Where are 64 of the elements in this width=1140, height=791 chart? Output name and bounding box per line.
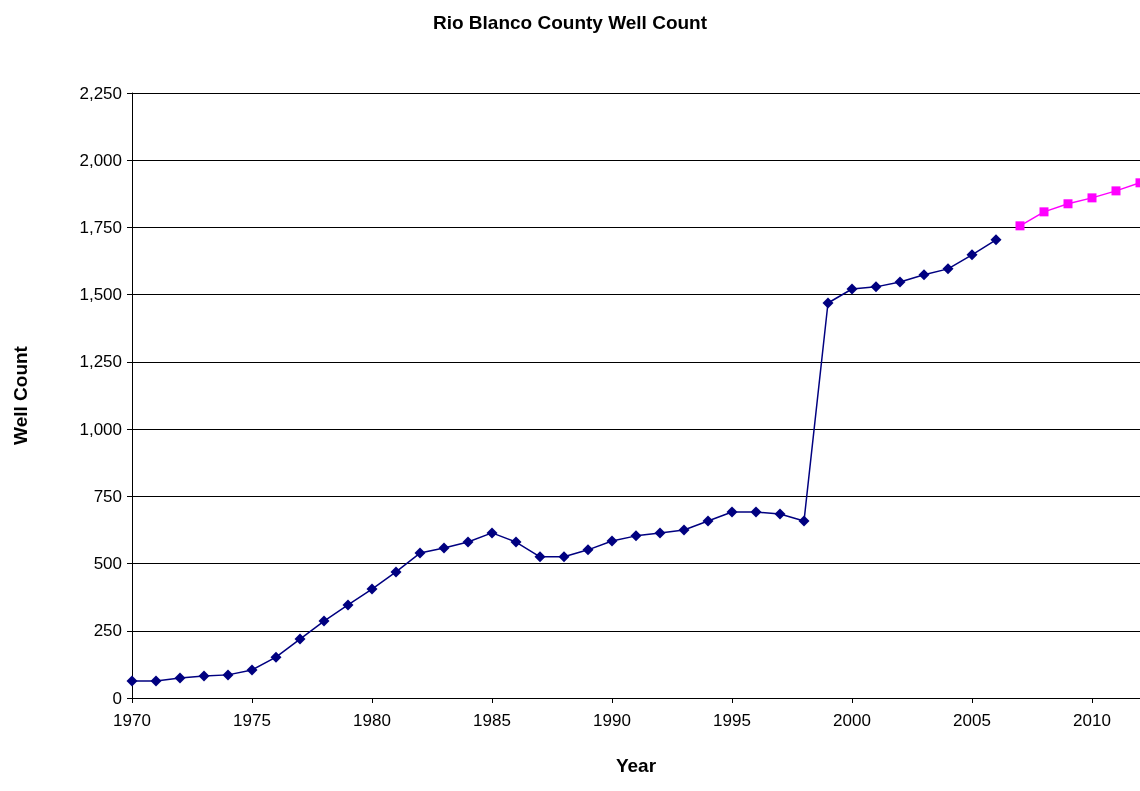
point xyxy=(606,535,618,547)
y-tick-label: 750 xyxy=(93,486,122,506)
point xyxy=(294,633,306,645)
point xyxy=(798,515,810,527)
point xyxy=(966,249,978,261)
x-axis-title: Year xyxy=(615,755,657,776)
point xyxy=(126,675,138,687)
point xyxy=(726,506,738,518)
point xyxy=(582,544,594,556)
point xyxy=(822,297,834,309)
point xyxy=(870,281,882,293)
point xyxy=(534,551,546,563)
point xyxy=(174,672,186,684)
y-tick-label: 1,750 xyxy=(79,217,122,237)
y-tick-label: 500 xyxy=(93,554,122,574)
x-tick-label: 1990 xyxy=(593,711,631,730)
y-tick-label: 1,500 xyxy=(79,285,122,305)
point xyxy=(150,675,162,687)
point xyxy=(702,515,714,527)
x-tick-label: 1975 xyxy=(233,711,271,730)
y-tick-label: 2,250 xyxy=(79,83,122,103)
point xyxy=(942,263,954,275)
point xyxy=(414,547,426,559)
point xyxy=(366,583,378,595)
point xyxy=(462,536,474,548)
x-tick-label: 2005 xyxy=(953,711,991,730)
point xyxy=(630,530,642,542)
point xyxy=(654,527,666,539)
y-tick-label: 0 xyxy=(112,688,122,708)
point xyxy=(1063,199,1073,209)
x-tick-label: 1985 xyxy=(473,711,511,730)
point xyxy=(918,269,930,281)
y-tick-label: 1,250 xyxy=(79,352,122,372)
point xyxy=(1015,221,1025,231)
point xyxy=(1039,207,1049,217)
y-tick-label: 2,000 xyxy=(79,150,122,170)
point xyxy=(894,276,906,288)
point xyxy=(198,670,210,682)
point xyxy=(510,536,522,548)
point xyxy=(270,651,282,663)
point xyxy=(390,566,402,578)
y-tick-label: 1,000 xyxy=(79,419,122,439)
point xyxy=(342,599,354,611)
point xyxy=(1087,193,1097,203)
point xyxy=(846,283,858,295)
x-tick-label: 1980 xyxy=(353,711,391,730)
point xyxy=(750,506,762,518)
point xyxy=(678,524,690,536)
x-tick-label: 2000 xyxy=(833,711,871,730)
chart-title: Rio Blanco County Well Count xyxy=(432,12,708,33)
point xyxy=(990,234,1002,246)
point xyxy=(318,615,330,627)
point xyxy=(246,664,258,676)
y-axis-title: Well Count xyxy=(10,345,31,445)
point xyxy=(438,542,450,554)
x-tick-label: 2010 xyxy=(1073,711,1111,730)
x-tick-label: 1970 xyxy=(113,711,151,730)
point xyxy=(1111,186,1121,196)
point xyxy=(558,551,570,563)
x-tick-label: 1995 xyxy=(713,711,751,730)
point xyxy=(486,527,498,539)
point xyxy=(774,508,786,520)
y-tick-label: 250 xyxy=(93,621,122,641)
point xyxy=(222,669,234,681)
